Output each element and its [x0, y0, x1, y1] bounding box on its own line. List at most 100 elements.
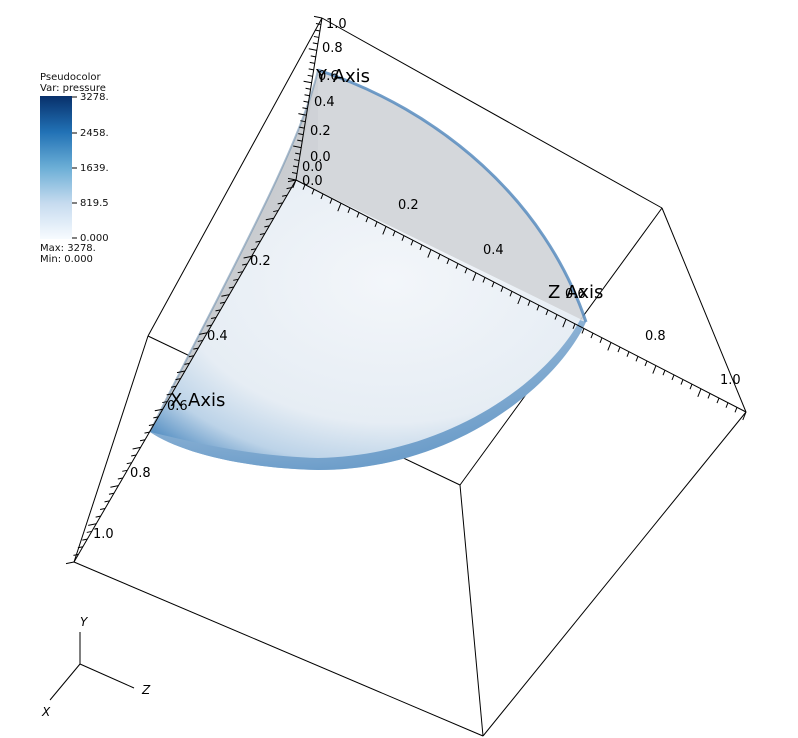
tick-mark [329, 198, 333, 204]
z-tick-label: 0.2 [398, 198, 419, 213]
tick-mark [292, 165, 299, 168]
tick-mark [734, 407, 738, 413]
tick-mark [309, 61, 315, 64]
x-tick-label: 0.0 [302, 174, 323, 189]
tick-mark [509, 291, 513, 297]
z-tick-label: 0.4 [483, 243, 504, 258]
tick-mark [314, 29, 321, 32]
tick-mark [86, 530, 92, 533]
tick-mark [242, 263, 248, 266]
tick-mark [293, 145, 302, 149]
tick-mark [153, 416, 159, 419]
tick-mark [199, 332, 208, 335]
tick-mark [464, 267, 468, 274]
z-axis-title: Z Axis [548, 282, 603, 303]
axis-ticks [65, 15, 747, 565]
shell-top-face [296, 70, 586, 322]
tick-mark [742, 411, 747, 421]
tick-mark [437, 254, 441, 260]
tick-mark [291, 172, 298, 175]
tick-mark [635, 356, 639, 362]
legend-tick-label: 819.5 [80, 198, 109, 209]
tick-mark [303, 80, 312, 84]
tick-mark [662, 370, 666, 376]
tick-mark [221, 294, 230, 297]
x-tick-label: 0.8 [130, 466, 151, 481]
tick-mark [374, 221, 378, 227]
tick-mark [313, 15, 323, 19]
triad-x-label: X [41, 705, 51, 719]
legend-min: Min: 0.000 [40, 254, 93, 265]
triad-y-label: Y [80, 615, 89, 629]
z-tick-label: 0.8 [645, 329, 666, 344]
tick-mark [536, 305, 540, 311]
tick-mark [215, 309, 221, 312]
tick-mark [122, 469, 128, 472]
tick-mark [95, 515, 101, 518]
tick-mark [73, 553, 79, 556]
shell-front-face [150, 180, 586, 470]
tick-mark [308, 68, 314, 71]
tick-mark [162, 401, 168, 404]
tick-mark [313, 35, 319, 38]
tick-mark [255, 240, 261, 243]
z-tick-label: 1.0 [720, 373, 741, 388]
tick-mark [697, 388, 702, 397]
tick-mark [716, 397, 720, 404]
tick-mark [292, 179, 297, 189]
tick-mark [295, 152, 301, 155]
tick-mark [298, 133, 304, 136]
y-tick-label: 0.6 [318, 69, 339, 84]
tick-mark [689, 383, 693, 390]
tick-mark [131, 454, 137, 457]
z-tick-label: 0.0 [302, 160, 323, 175]
tick-mark [337, 203, 342, 212]
tick-mark [312, 42, 318, 45]
tick-mark [581, 328, 585, 334]
tick-mark [282, 194, 288, 197]
tick-mark [99, 508, 106, 511]
colorbar [40, 96, 77, 239]
tick-mark [554, 314, 558, 320]
tick-mark [154, 408, 163, 412]
tick-mark [264, 225, 270, 228]
tick-mark [315, 22, 322, 25]
y-axis-title: Y Axis [315, 66, 370, 87]
tick-mark [144, 431, 150, 434]
tick-mark [347, 207, 351, 214]
tick-mark [188, 355, 194, 358]
tick-mark [184, 362, 190, 365]
y-tick-label: 0.4 [314, 95, 335, 110]
tick-mark [210, 317, 217, 320]
tick-mark [132, 446, 141, 450]
tick-mark [303, 100, 309, 103]
tick-mark [273, 210, 279, 213]
legend-variable: Var: pressure [40, 83, 106, 94]
x-tick-label: 0.4 [207, 329, 228, 344]
tick-mark [206, 324, 212, 327]
tick-mark [277, 202, 283, 205]
tick-mark [590, 332, 594, 339]
tick-mark [166, 393, 172, 396]
tick-mark [243, 255, 252, 259]
tick-mark [491, 281, 495, 288]
tick-mark [294, 159, 300, 162]
tick-mark [117, 477, 123, 480]
tick-mark [265, 217, 274, 221]
tick-mark [250, 248, 257, 251]
tick-mark [382, 226, 387, 235]
tick-mark [410, 240, 414, 246]
tick-mark [310, 55, 316, 58]
tick-mark [500, 286, 504, 292]
colorbar-gradient [40, 96, 72, 239]
tick-mark [104, 500, 110, 503]
x-tick-labels: 0.0 0.2 0.4 0.6 0.8 1.0 [93, 174, 323, 542]
legend-tick-label: 1639. [80, 163, 109, 174]
tick-mark [110, 485, 119, 488]
tick-mark [308, 48, 317, 51]
tick-mark [176, 370, 186, 374]
tick-mark [197, 339, 203, 342]
tick-mark [305, 87, 311, 90]
